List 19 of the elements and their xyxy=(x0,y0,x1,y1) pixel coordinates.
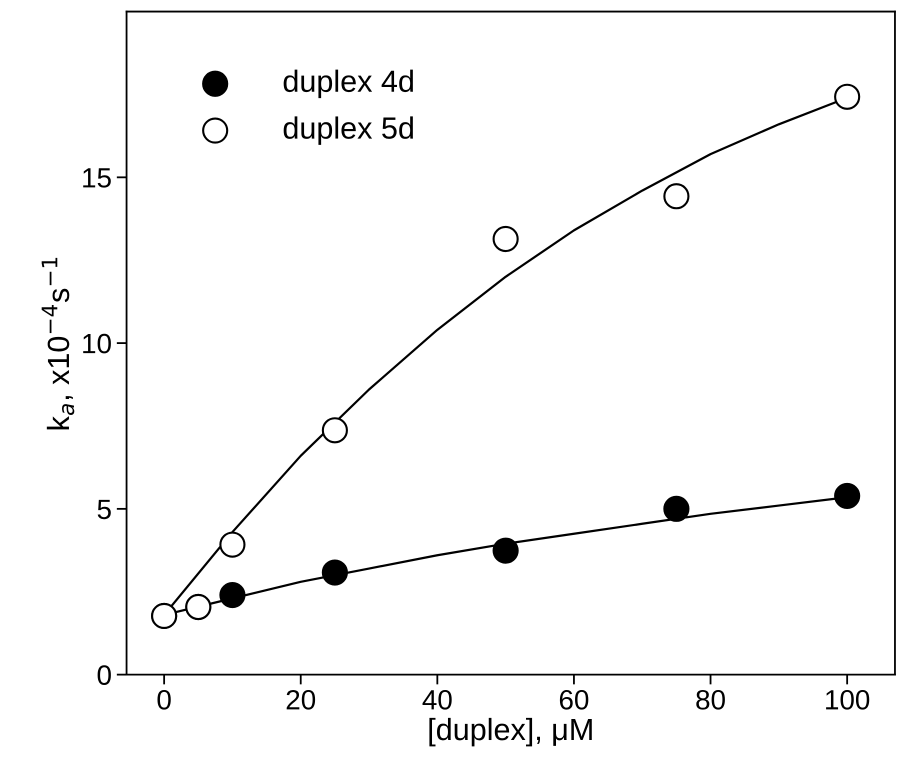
point xyxy=(663,496,690,522)
x-tick-label: 60 xyxy=(560,690,588,710)
point xyxy=(322,559,348,586)
point xyxy=(219,582,246,608)
y-tick-label: 15 xyxy=(83,168,111,188)
x-tick-label: 20 xyxy=(286,690,316,710)
y-tick-label: 10 xyxy=(83,334,111,354)
y-axis-title: k$_{a}$, x10$^{−4}$s$^{−1}$ xyxy=(42,258,74,430)
x-tick-label: 80 xyxy=(696,690,725,710)
x-tick-label: 100 xyxy=(826,690,870,710)
y-tick-label: 0 xyxy=(98,665,111,685)
legend-label: duplex 5d xyxy=(284,116,413,145)
y-tick-label: 5 xyxy=(98,500,111,520)
x-tick-label: 0 xyxy=(157,690,171,710)
x-tick-label: 40 xyxy=(422,690,452,710)
x-axis-title: [duplex], μM xyxy=(429,718,592,746)
legend-label: duplex 4d xyxy=(284,70,413,98)
point xyxy=(834,482,860,510)
point xyxy=(492,538,519,564)
